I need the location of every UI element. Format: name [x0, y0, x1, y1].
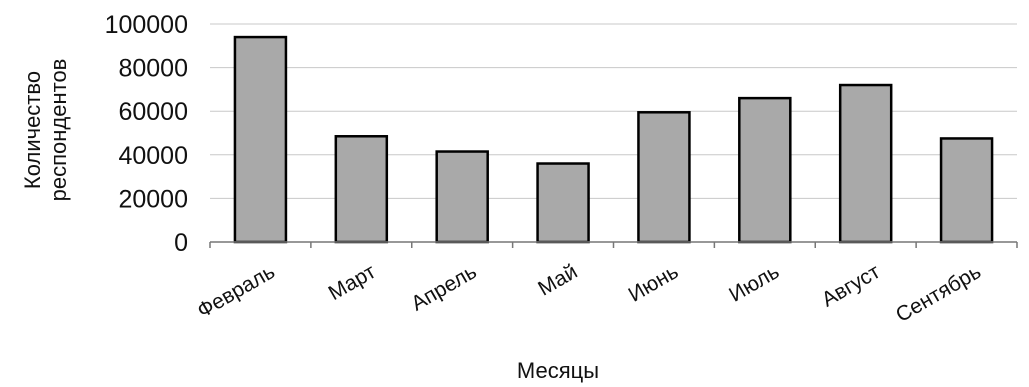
- y-tick-label-3: 60000: [118, 98, 188, 126]
- y-tick-label-5: 100000: [105, 11, 188, 39]
- bars: [233, 35, 994, 244]
- y-axis-title-line-2: респондентов: [46, 59, 71, 202]
- bar-0: [233, 35, 288, 244]
- gridlines: [210, 23, 1017, 199]
- axes: [209, 241, 1018, 248]
- x-tick-label-1: Март: [325, 260, 380, 305]
- y-tick-label-2: 40000: [118, 142, 188, 170]
- bar-4: [637, 111, 691, 244]
- bar-2: [435, 150, 489, 244]
- x-tick-label-4: Июнь: [625, 260, 683, 307]
- x-tick-labels: Февраль Март Апрель Май Июнь Июль Август Сентяб…: [193, 260, 985, 327]
- y-tick-label-0: 0: [174, 229, 188, 257]
- bar-1: [334, 135, 389, 244]
- bar-7: [939, 137, 994, 244]
- x-tick-label-0: Февраль: [193, 260, 278, 323]
- y-tick-labels: 0 20000 40000 60000 80000 100000: [105, 11, 188, 257]
- y-tick-label-4: 80000: [118, 55, 188, 83]
- y-axis-title-line-1: Количество: [20, 71, 45, 189]
- y-axis-title: Количество респондентов: [20, 59, 71, 202]
- x-tick-label-6: Август: [818, 260, 885, 312]
- bar-3: [536, 162, 590, 244]
- y-tick-label-1: 20000: [118, 185, 188, 213]
- x-axis-title: Месяцы: [517, 358, 599, 383]
- x-tick-label-2: Апрель: [407, 260, 480, 316]
- x-tick-label-3: Май: [534, 260, 581, 300]
- bar-6: [838, 83, 893, 244]
- x-tick-label-7: Сентябрь: [892, 260, 985, 327]
- x-tick-label-5: Июль: [725, 260, 783, 307]
- bar-5: [738, 96, 792, 244]
